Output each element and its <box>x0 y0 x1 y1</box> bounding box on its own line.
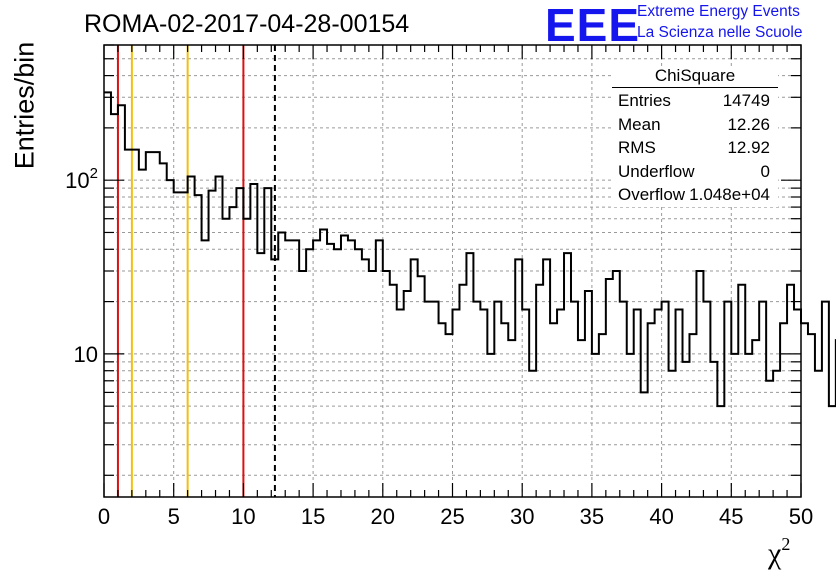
histogram-line <box>104 91 836 408</box>
x-axis-label-sup: 2 <box>781 534 791 554</box>
chart-title: ROMA-02-2017-04-28-00154 <box>84 10 410 38</box>
x-tick-label: 10 <box>231 504 255 529</box>
x-tick-label: 30 <box>510 504 534 529</box>
tick-labels: 0 5 10 15 20 25 30 35 40 45 50 10 102 <box>65 165 813 529</box>
stats-label: Underflow <box>618 161 695 181</box>
marker-lines <box>116 45 276 497</box>
y-tick-label: 10 <box>74 342 98 367</box>
x-tick-label: 40 <box>649 504 673 529</box>
stats-row-entries: Entries 14749 <box>612 89 778 113</box>
x-axis-label-main: χ <box>768 537 782 570</box>
x-tick-label: 50 <box>789 504 813 529</box>
stats-value: 14749 <box>722 91 770 110</box>
x-tick-label: 15 <box>301 504 325 529</box>
stats-label: Mean <box>618 114 661 134</box>
histogram-series <box>104 91 836 408</box>
x-tick-label: 25 <box>440 504 464 529</box>
stats-label: RMS <box>618 138 656 157</box>
stats-value: 12.26 <box>727 114 770 134</box>
eee-logo: EEE <box>545 0 641 51</box>
x-tick-label: 45 <box>719 504 743 529</box>
x-tick-label: 5 <box>168 504 180 529</box>
y-axis-label: Entries/bin <box>9 41 40 170</box>
x-axis-label: χ2 <box>768 534 790 571</box>
stats-box: ChiSquare Entries 14749 Mean 12.26 RMS 12.9… <box>612 66 778 207</box>
stats-row-mean: Mean 12.26 <box>612 113 778 137</box>
axis-ticks <box>103 44 802 497</box>
logo-line-1: Extreme Energy Events <box>637 3 800 20</box>
x-tick-label: 20 <box>371 504 395 529</box>
stats-value: 0 <box>760 161 770 181</box>
stats-title: ChiSquare <box>612 66 778 88</box>
stats-row-overflow: Overflow 1.048e+04 <box>612 183 778 207</box>
stats-value: 12.92 <box>727 138 770 157</box>
stats-row-rms: RMS 12.92 <box>612 136 778 160</box>
stats-label: Overflow <box>618 185 686 204</box>
stats-value: 1.048e+04 <box>689 185 770 204</box>
y-tick-label: 102 <box>65 165 98 193</box>
x-tick-label: 0 <box>98 504 110 529</box>
logo-line-2: La Scienza nelle Scuole <box>637 24 803 41</box>
stats-label: Entries <box>618 91 671 110</box>
x-tick-label: 35 <box>580 504 604 529</box>
stats-row-underflow: Underflow 0 <box>612 160 778 184</box>
